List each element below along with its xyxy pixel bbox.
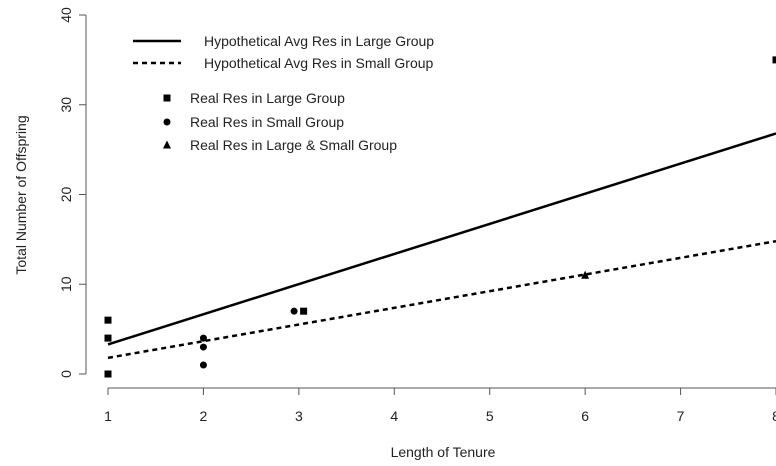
x-axis-label: Length of Tenure bbox=[391, 444, 496, 460]
circle-data-point bbox=[291, 308, 298, 315]
x-tick-label: 2 bbox=[200, 408, 208, 424]
x-tick-label: 5 bbox=[486, 408, 494, 424]
y-tick-label: 40 bbox=[58, 7, 74, 23]
circle-data-point bbox=[200, 344, 207, 351]
square-data-point bbox=[105, 317, 112, 324]
legend-line-label: Hypothetical Avg Res in Large Group bbox=[204, 33, 434, 49]
x-tick-label: 3 bbox=[295, 408, 303, 424]
square-data-point bbox=[105, 335, 112, 342]
square-data-point bbox=[773, 56, 776, 63]
legend-square-swatch bbox=[164, 95, 171, 102]
legend-series-label: Real Res in Small Group bbox=[190, 114, 344, 130]
x-tick-label: 8 bbox=[772, 408, 776, 424]
y-tick-label: 30 bbox=[58, 97, 74, 113]
circle-data-point bbox=[200, 362, 207, 369]
legend-triangle-swatch bbox=[163, 141, 171, 149]
square-data-point bbox=[105, 371, 112, 378]
x-tick-label: 1 bbox=[104, 408, 112, 424]
circle-data-point bbox=[200, 335, 207, 342]
legend-series-label: Real Res in Large Group bbox=[190, 90, 345, 106]
large-group-fit-line bbox=[108, 133, 776, 344]
legend-line-label: Hypothetical Avg Res in Small Group bbox=[204, 55, 434, 71]
small-group-fit-line bbox=[108, 241, 776, 358]
y-tick-label: 10 bbox=[58, 276, 74, 292]
y-tick-label: 20 bbox=[58, 187, 74, 203]
square-data-point bbox=[300, 308, 307, 315]
y-tick-label: 0 bbox=[58, 370, 74, 378]
legend-series-label: Real Res in Large & Small Group bbox=[190, 137, 397, 153]
legend-circle-swatch bbox=[164, 119, 171, 126]
legend: Hypothetical Avg Res in Large Group Hypot… bbox=[133, 33, 434, 153]
y-axis-label: Total Number of Offspring bbox=[13, 115, 29, 274]
fit-lines bbox=[108, 133, 776, 357]
x-tick-label: 4 bbox=[390, 408, 398, 424]
x-tick-label: 7 bbox=[677, 408, 685, 424]
x-tick-label: 6 bbox=[581, 408, 589, 424]
